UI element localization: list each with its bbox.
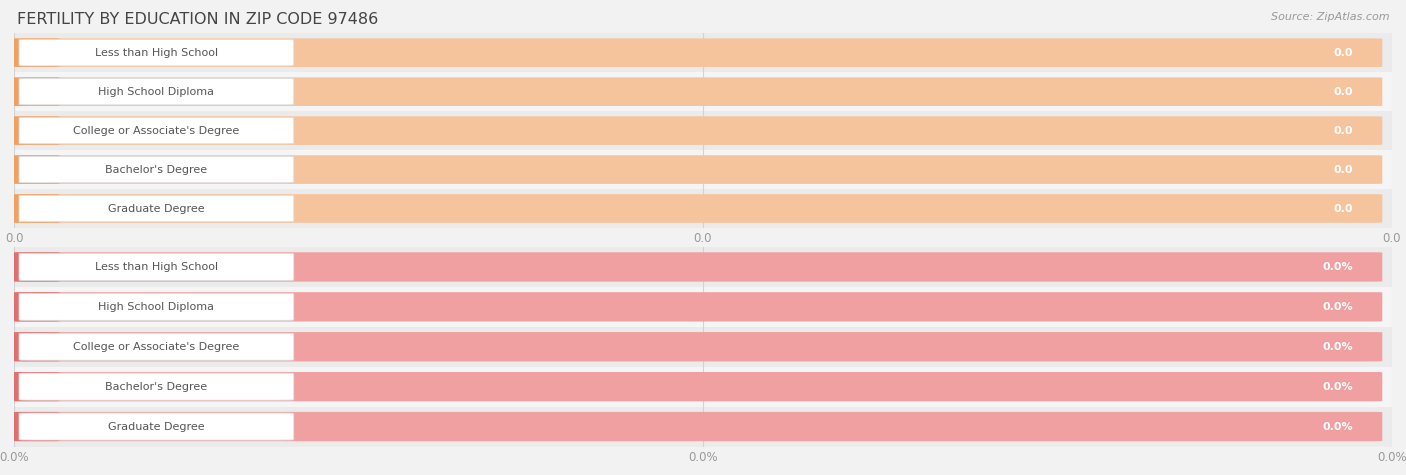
FancyBboxPatch shape (10, 116, 1382, 145)
Bar (14, 150, 1392, 189)
Text: 0.0: 0.0 (1334, 48, 1354, 58)
Text: 0.0: 0.0 (1334, 125, 1354, 136)
Text: Bachelor's Degree: Bachelor's Degree (105, 164, 208, 175)
FancyBboxPatch shape (10, 372, 1382, 401)
FancyBboxPatch shape (20, 294, 294, 320)
Bar (14, 367, 1392, 407)
FancyBboxPatch shape (10, 412, 1382, 441)
FancyBboxPatch shape (20, 39, 294, 66)
FancyBboxPatch shape (10, 292, 1382, 322)
Bar (14, 111, 1392, 150)
Text: Source: ZipAtlas.com: Source: ZipAtlas.com (1271, 12, 1389, 22)
Bar (14, 327, 1392, 367)
FancyBboxPatch shape (20, 78, 294, 105)
Text: 0.0%: 0.0% (1323, 421, 1354, 432)
Text: FERTILITY BY EDUCATION IN ZIP CODE 97486: FERTILITY BY EDUCATION IN ZIP CODE 97486 (17, 12, 378, 27)
FancyBboxPatch shape (20, 195, 294, 222)
FancyBboxPatch shape (13, 252, 59, 282)
Text: High School Diploma: High School Diploma (98, 86, 214, 97)
FancyBboxPatch shape (20, 254, 294, 280)
FancyBboxPatch shape (10, 252, 1382, 282)
FancyBboxPatch shape (20, 156, 294, 183)
FancyBboxPatch shape (10, 77, 1382, 106)
FancyBboxPatch shape (20, 373, 294, 400)
Text: 0.0%: 0.0% (1323, 381, 1354, 392)
FancyBboxPatch shape (13, 194, 59, 223)
FancyBboxPatch shape (13, 332, 59, 361)
Bar (14, 287, 1392, 327)
Bar (14, 33, 1392, 72)
Text: Graduate Degree: Graduate Degree (108, 421, 205, 432)
Text: 0.0: 0.0 (1334, 203, 1354, 214)
Bar (14, 247, 1392, 287)
FancyBboxPatch shape (13, 116, 59, 145)
Bar (14, 189, 1392, 228)
Text: 0.0%: 0.0% (1323, 262, 1354, 272)
FancyBboxPatch shape (10, 332, 1382, 361)
FancyBboxPatch shape (13, 38, 59, 67)
Text: Less than High School: Less than High School (94, 48, 218, 58)
Text: 0.0: 0.0 (1334, 164, 1354, 175)
FancyBboxPatch shape (10, 38, 1382, 67)
Text: Graduate Degree: Graduate Degree (108, 203, 205, 214)
Bar (14, 407, 1392, 446)
Text: High School Diploma: High School Diploma (98, 302, 214, 312)
FancyBboxPatch shape (10, 194, 1382, 223)
Text: 0.0%: 0.0% (1323, 342, 1354, 352)
FancyBboxPatch shape (13, 372, 59, 401)
FancyBboxPatch shape (10, 155, 1382, 184)
Text: 0.0: 0.0 (1334, 86, 1354, 97)
Text: College or Associate's Degree: College or Associate's Degree (73, 125, 239, 136)
FancyBboxPatch shape (13, 292, 59, 322)
FancyBboxPatch shape (20, 117, 294, 144)
FancyBboxPatch shape (13, 77, 59, 106)
FancyBboxPatch shape (13, 155, 59, 184)
FancyBboxPatch shape (20, 333, 294, 360)
Text: Less than High School: Less than High School (94, 262, 218, 272)
Text: College or Associate's Degree: College or Associate's Degree (73, 342, 239, 352)
Text: Bachelor's Degree: Bachelor's Degree (105, 381, 208, 392)
FancyBboxPatch shape (13, 412, 59, 441)
FancyBboxPatch shape (20, 413, 294, 440)
Text: 0.0%: 0.0% (1323, 302, 1354, 312)
Bar (14, 72, 1392, 111)
